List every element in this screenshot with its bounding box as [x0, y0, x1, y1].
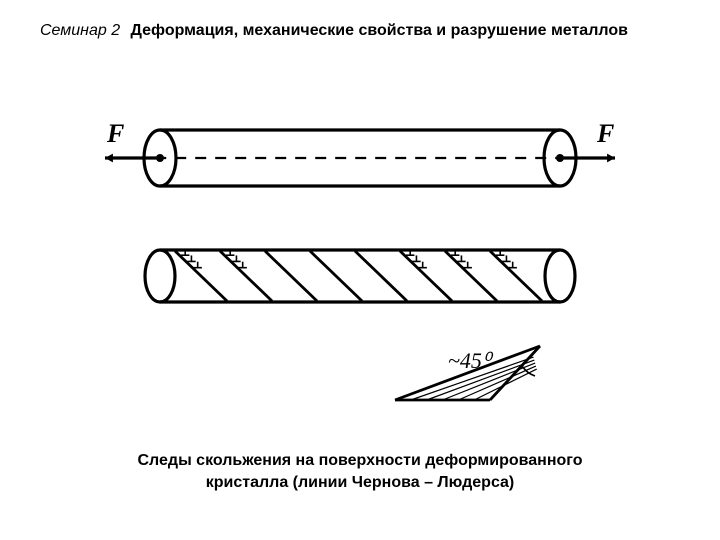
page: Семинар 2 Деформация, механические свойс…	[0, 0, 720, 540]
diagram-svg: F F ~45⁰	[95, 100, 630, 410]
svg-text:F: F	[596, 119, 614, 148]
svg-text:F: F	[106, 119, 124, 148]
figure-container: F F ~45⁰	[95, 100, 630, 400]
caption-line1: Следы скольжения на поверхности деформир…	[138, 452, 583, 469]
seminar-label: Семинар 2	[40, 22, 120, 39]
caption-line2: кристалла (линии Чернова – Людерса)	[206, 474, 515, 491]
title-row: Семинар 2 Деформация, механические свойс…	[40, 22, 700, 40]
caption: Следы скольжения на поверхности деформир…	[0, 450, 720, 493]
page-title: Деформация, механические свойства и разр…	[131, 22, 628, 39]
svg-text:~45⁰: ~45⁰	[448, 348, 494, 373]
